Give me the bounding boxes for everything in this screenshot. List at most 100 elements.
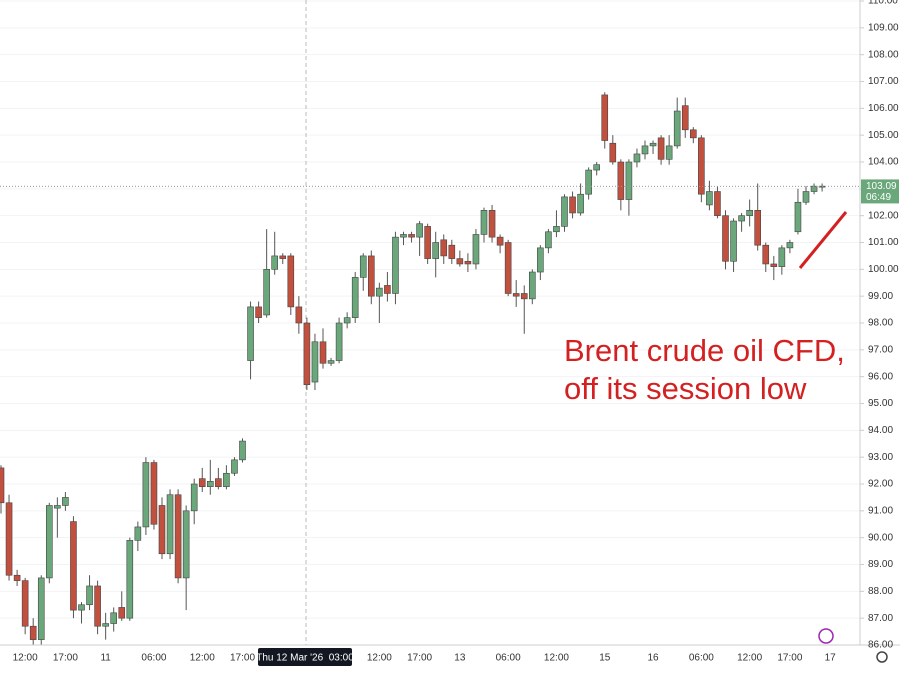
y-tick-label: 92.00	[868, 479, 893, 490]
candle-body	[110, 612, 117, 624]
candle-body	[166, 494, 174, 555]
candle-body	[198, 478, 206, 487]
candle-body	[617, 161, 625, 200]
candle-body	[359, 255, 367, 278]
candle-body	[29, 625, 37, 640]
candle-body	[786, 242, 794, 249]
candle-body	[343, 317, 351, 324]
candle-body	[633, 153, 641, 163]
candle-body	[335, 322, 343, 361]
x-tick-label: 12:00	[544, 653, 569, 664]
candle-body	[37, 577, 45, 640]
x-tick-label: 06:00	[496, 653, 521, 664]
candle-body	[327, 360, 335, 364]
x-tick-label: 17:00	[407, 653, 432, 664]
x-tick-label: 17	[825, 653, 837, 664]
candle-body	[62, 497, 69, 506]
y-tick-label: 88.00	[868, 586, 893, 597]
settings-icon[interactable]	[876, 651, 888, 663]
last-price-label: 103.09	[866, 181, 897, 192]
candle-body	[126, 540, 134, 619]
y-tick-label: 87.00	[868, 613, 893, 624]
candle-body	[86, 585, 93, 606]
candle-body	[239, 440, 246, 461]
candle-body	[537, 247, 544, 273]
x-tick-label: 15	[599, 653, 611, 664]
candle-body	[263, 269, 270, 316]
grid	[0, 0, 860, 646]
x-tick-label: 16	[647, 653, 659, 664]
y-tick-label: 109.00	[868, 22, 899, 33]
y-tick-label: 110.00	[868, 0, 898, 7]
arrow-line	[798, 211, 848, 269]
y-tick-label: 89.00	[868, 559, 893, 570]
candle-body	[504, 242, 512, 294]
alert-icon[interactable]	[818, 628, 834, 644]
x-tick-label: 17:00	[230, 653, 255, 664]
candle-body	[480, 210, 488, 235]
candle-body	[384, 285, 391, 294]
candle-body	[528, 271, 536, 300]
candle-body	[295, 306, 303, 324]
candle-body	[730, 220, 737, 262]
candle-body	[21, 580, 29, 627]
candle-body	[464, 260, 472, 265]
candle-body	[255, 306, 262, 318]
crosshair-label: Thu 12 Mar '26 03:00	[256, 653, 354, 664]
candle-body	[150, 462, 158, 525]
candle-body	[609, 142, 617, 163]
y-tick-label: 95.00	[868, 398, 893, 409]
candle-body	[762, 244, 770, 265]
y-tick-label: 105.00	[868, 130, 899, 141]
candle-body	[512, 293, 520, 297]
candle-body	[70, 521, 77, 611]
candle-body	[601, 94, 609, 141]
y-tick-label: 90.00	[868, 532, 893, 543]
x-tick-label: 13	[454, 653, 466, 664]
candle-body	[319, 341, 327, 364]
candle-body	[456, 258, 464, 265]
candle-body	[271, 255, 279, 270]
y-tick-label: 86.00	[868, 640, 893, 651]
candle-body	[54, 505, 61, 509]
x-tick-label: 12:00	[367, 653, 392, 664]
candle-body	[102, 623, 109, 627]
candle-body	[488, 210, 496, 238]
countdown-label: 06:49	[866, 192, 891, 203]
y-tick-label: 94.00	[868, 425, 893, 436]
candle-body	[520, 293, 528, 300]
candle-body	[392, 236, 399, 294]
candle-body	[714, 191, 721, 216]
candle-body	[367, 255, 375, 297]
candle-body	[400, 234, 407, 238]
candle-body	[689, 129, 697, 139]
candle-body	[738, 215, 745, 222]
candle-body	[778, 247, 786, 267]
candle-body	[698, 137, 705, 195]
candle-body	[408, 234, 415, 238]
candle-body	[247, 306, 254, 361]
y-tick-label: 99.00	[868, 291, 893, 302]
x-tick-label: 17:00	[777, 653, 802, 664]
x-tick-label: 06:00	[689, 653, 714, 664]
y-tick-label: 96.00	[868, 371, 893, 382]
candle-body	[722, 215, 729, 262]
candle-body	[472, 234, 480, 265]
candle-body	[13, 574, 21, 581]
candle-body	[311, 341, 319, 383]
y-tick-label: 104.00	[868, 157, 899, 168]
candle-body	[207, 481, 214, 487]
candle-body	[174, 494, 182, 579]
y-tick-label: 91.00	[868, 505, 893, 516]
candle-body	[5, 502, 13, 576]
candle-body	[448, 244, 456, 259]
candle-body	[182, 510, 190, 579]
candle-body	[287, 255, 295, 308]
candle-body	[78, 604, 85, 611]
x-tick-label: 11	[100, 653, 111, 664]
candle-body	[802, 191, 810, 203]
candle-body	[279, 255, 287, 259]
candle-body	[810, 185, 818, 192]
candle-body	[142, 462, 150, 528]
